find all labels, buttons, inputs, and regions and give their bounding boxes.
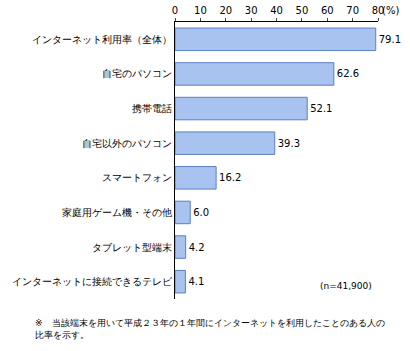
svg-text:インターネット利用率（全体）: インターネット利用率（全体） [32, 34, 172, 45]
svg-text:62.6: 62.6 [337, 68, 359, 79]
svg-text:39.3: 39.3 [278, 138, 300, 149]
svg-text:スマートフォン: スマートフォン [102, 172, 172, 183]
svg-text:60: 60 [321, 5, 334, 16]
svg-text:インターネットに接続できるテレビ: インターネットに接続できるテレビ [12, 276, 173, 287]
svg-text:(%): (%) [382, 5, 399, 16]
svg-text:4.1: 4.1 [188, 276, 204, 287]
svg-text:50: 50 [296, 5, 309, 16]
svg-text:40: 40 [270, 5, 283, 16]
svg-text:80: 80 [372, 5, 385, 16]
svg-text:10: 10 [194, 5, 207, 16]
svg-text:20: 20 [219, 5, 232, 16]
svg-text:79.1: 79.1 [379, 34, 401, 45]
svg-text:自宅のパソコン: 自宅のパソコン [102, 68, 172, 79]
svg-text:(n=41,900): (n=41,900) [320, 281, 372, 291]
svg-text:※ 当該端末を用いて平成２３年の１年間にインターネットを利用: ※ 当該端末を用いて平成２３年の１年間にインターネットを利用したことのある人の比… [35, 318, 385, 340]
svg-text:70: 70 [346, 5, 359, 16]
svg-text:0: 0 [172, 5, 178, 16]
svg-text:携帯電話: 携帯電話 [132, 103, 172, 114]
svg-text:16.2: 16.2 [219, 172, 241, 183]
svg-text:自宅以外のパソコン: 自宅以外のパソコン [82, 138, 172, 149]
svg-text:タブレット型端末: タブレット型端末 [92, 242, 172, 253]
svg-text:家庭用ゲーム機・その他: 家庭用ゲーム機・その他 [62, 207, 172, 218]
svg-text:6.0: 6.0 [193, 207, 209, 218]
svg-text:4.2: 4.2 [189, 242, 205, 253]
svg-text:52.1: 52.1 [310, 103, 332, 114]
svg-text:30: 30 [245, 5, 258, 16]
